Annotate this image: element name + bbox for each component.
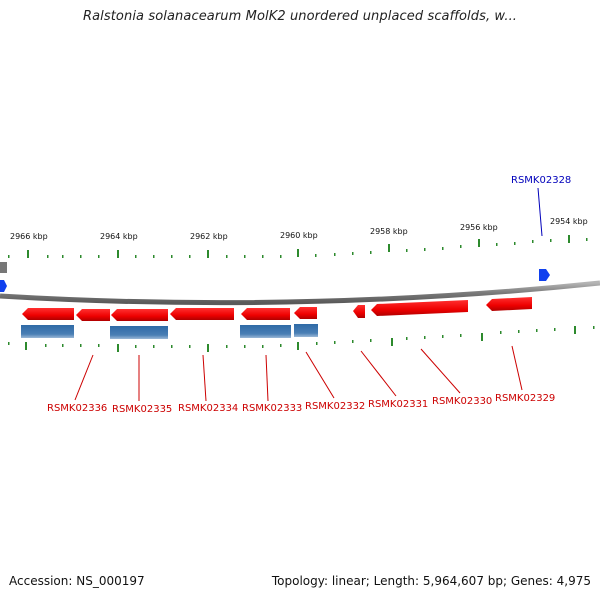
gene-label: RSMK02334 [178, 403, 238, 414]
gene-arrow-RSMK02333 [241, 308, 290, 320]
scale-label: 2962 kbp [190, 232, 228, 241]
scale-label: 2960 kbp [280, 231, 318, 240]
scale-label: 2954 kbp [550, 217, 588, 226]
gene-label: RSMK02333 [242, 403, 302, 414]
gene-arrow-small [353, 305, 365, 318]
scale-labels: 2966 kbp 2964 kbp 2962 kbp 2960 kbp 2958… [10, 217, 588, 241]
gene-arrow-RSMK02335a [76, 309, 110, 321]
gene-arrow-blue[interactable] [539, 269, 550, 281]
gene-label-connectors [74, 345, 523, 402]
blue-feature-track[interactable] [21, 324, 318, 339]
gene-arrow-RSMK02331 [371, 300, 468, 316]
gene-arrow-RSMK02336 [22, 308, 74, 320]
gene-labels[interactable]: RSMK02336 RSMK02335 RSMK02334 RSMK02333 … [47, 393, 555, 415]
feature-block [240, 325, 291, 338]
gene-label: RSMK02336 [47, 403, 107, 414]
gene-arrow-RSMK02332 [294, 307, 317, 319]
scale-label: 2956 kbp [460, 223, 498, 232]
partial-gene-gray[interactable] [0, 262, 7, 273]
gene-arrow-RSMK02334 [170, 308, 234, 320]
gene-arrows[interactable] [22, 297, 532, 321]
scale-label: 2966 kbp [10, 232, 48, 241]
gene-arrow-RSMK02335 [111, 309, 168, 321]
partial-gene-blue[interactable] [0, 280, 7, 292]
gene-label: RSMK02330 [432, 396, 492, 407]
feature-block [294, 324, 318, 337]
upper-tick-track [8, 235, 588, 258]
gene-arrow-RSMK02330 [486, 297, 532, 311]
genome-summary-label: Topology: linear; Length: 5,964,607 bp; … [271, 574, 591, 588]
gene-label: RSMK02331 [368, 399, 428, 410]
feature-block [110, 326, 168, 339]
scale-label: 2958 kbp [370, 227, 408, 236]
gene-label: RSMK02335 [112, 404, 172, 415]
accession-label: Accession: NS_000197 [9, 574, 145, 588]
genome-backbone [0, 280, 600, 306]
highlight-gene-label[interactable]: RSMK02328 [511, 175, 571, 186]
map-title: Ralstonia solanacearum MolK2 unordered u… [82, 9, 518, 24]
highlight-connector [537, 187, 543, 237]
lower-tick-track [8, 326, 595, 352]
gene-label: RSMK02332 [305, 401, 365, 412]
gene-label: RSMK02329 [495, 393, 555, 404]
scale-label: 2964 kbp [100, 232, 138, 241]
feature-block [21, 325, 74, 338]
